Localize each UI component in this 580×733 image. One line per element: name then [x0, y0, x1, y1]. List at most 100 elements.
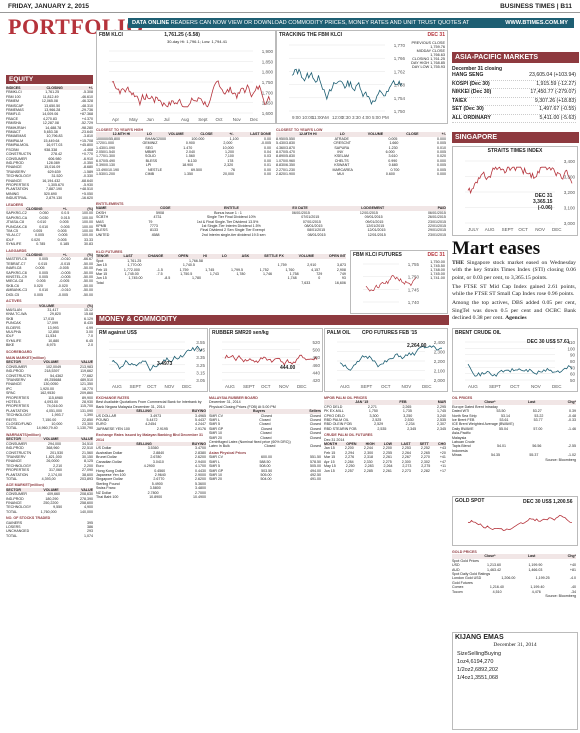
table-cell: London Gold USD [452, 576, 482, 581]
table-row: RBD STEARIN FOB 2,535 2,345 2,345 [324, 427, 446, 431]
table-cell: -4.0 [569, 576, 576, 581]
header-cell: Last [527, 400, 536, 405]
table-cell: 128.089 [46, 160, 60, 165]
table-row: PROPERTIES 317,060 27,090 [6, 468, 93, 472]
table-row: PK EX-MILL 1,750 1,735 1,745 [324, 409, 446, 413]
table-cell: 69.500 [190, 167, 202, 172]
table-row: 8.950/5.550 ATRADE 0.005 0.000 [276, 137, 446, 141]
brent-chart-header: BRENT CRUDE OIL [453, 329, 577, 337]
table-cell: Labuan Crude [452, 440, 475, 445]
table-cell: 0.005 [35, 233, 45, 238]
table-header: SECTOR VOLUME VALUE [6, 360, 93, 365]
brent-chart-box: BRENT CRUDE OIL 110 100 90 80 70 60 50 AUG SEPT O… [452, 328, 578, 392]
header-cell: LO [221, 254, 227, 259]
x-tick-label: Jun [147, 117, 155, 122]
header-cell: PAID [437, 206, 446, 211]
table-cell: 5.430/3.830 [276, 141, 295, 146]
table-row: 4.360/3.870 SAPURA 1.230 0.010 [276, 146, 446, 150]
table-cell: MARCAREA [332, 167, 353, 172]
table-cell: 13,966.28 [44, 108, 61, 113]
table-cell: 2,200 [83, 463, 93, 468]
table-cell: Closed [309, 444, 321, 449]
table-row: Jan 15 1,770.00 1,740.5 1,759 2,910 3,873 [96, 263, 346, 267]
header-cell: SECTOR [6, 360, 21, 365]
table-row: Total 7,633 16,606 [96, 281, 346, 285]
table-cell: 14,960,79.40 [36, 426, 58, 431]
money-commodity-header: MONEY & COMMODITY [96, 315, 449, 325]
header-cell: (%) [87, 303, 93, 308]
rubber-table-date: December 31, 2014 [209, 400, 241, 405]
table-cell: CRESCNT [333, 141, 351, 146]
table-row: SMR L 588.50 578.50 [209, 460, 321, 464]
table-cell: 1,760 [285, 267, 295, 272]
table-cell: DIGI-C5 [6, 292, 20, 297]
table-cell: 2,253 [401, 446, 411, 451]
table-cell: ICE Brent Weighted Average (BWAVE) [452, 422, 514, 427]
table-cell: 1,745 [436, 409, 446, 414]
table-cell: 588.50 [259, 459, 271, 464]
sti-chart-box: STRAITS TIMES INDEX 3,400 3,300 3,200 3,100… [452, 146, 578, 236]
table-row: 5.430/3.830 CRESCNT 1.660 0.005 [276, 141, 446, 145]
table-row: US Dollar 3.5360 3.4700 [96, 446, 206, 450]
table-row: Daily BWAVE 55.04 57.00 -1.46 [452, 427, 576, 431]
table-cell: 7.0 [88, 334, 93, 339]
table-cell: 10.4900 [192, 494, 206, 499]
header-cell: Selling [467, 651, 485, 657]
palm-chart: 2,400 2,300 2,200 2,100 2,000 AUG SEPT OCT NOV DE… [337, 340, 445, 389]
table-cell: 15.12 [84, 307, 93, 312]
tracking-chart-title: TRACKING THE FBM KLCI [279, 32, 343, 38]
brent-unit: US$ [545, 339, 556, 345]
table-cell: SMR 10 [209, 472, 222, 477]
table-row: Hong Kong Dollar 0.4560 0.4430 [96, 469, 206, 473]
table-cell: 11,534 [45, 334, 57, 339]
y-tick-label: 520 [312, 340, 320, 345]
table-cell: PUNCAK [6, 321, 21, 326]
table-row: SMR CV 600.00 551.50 [209, 455, 321, 459]
table-cell: TOTAL [6, 426, 18, 431]
table-row: SMR L Closed Closed [209, 418, 321, 422]
table-cell: -50.00 [82, 288, 93, 293]
stat: DAY LOW 1,755.93 [412, 65, 445, 69]
table-cell: -0.33 [567, 418, 576, 423]
table-row: SKB 17,015 6.129 [6, 317, 93, 321]
table-cell: MASTER-C6 [6, 257, 27, 262]
table-cell: Closed [259, 418, 271, 423]
ribbon-url[interactable]: WWW.BTIMES.COM.MY [505, 20, 568, 26]
table-cell: -1.02 [567, 453, 576, 458]
table-cell: FBMSHA [6, 121, 21, 126]
asia-row: HANG SENG 23,605.04 (+103.94) [452, 72, 576, 81]
table-cell: -46.328 [80, 99, 93, 104]
header-cell: LOW [383, 442, 393, 447]
header-cell: Sellers [309, 409, 321, 414]
table-cell: 08/01/2015 [307, 228, 326, 233]
table-cell: 2,525 [372, 418, 382, 423]
table-cell: 7,150.00 [42, 417, 57, 422]
table-cell: -48.310 [80, 103, 93, 108]
table-cell: 3.0410 [152, 459, 164, 464]
table-cell: 77,682 [82, 373, 93, 378]
table-cell: 8,975 [46, 343, 56, 348]
table-row: FBMPALM 15,449.64 +15.708 [6, 139, 93, 143]
table-cell: 386 [87, 525, 93, 529]
table-cell: -0.005 [59, 279, 70, 284]
table-row: AUD 1,463.42 1,466.03 +81 [452, 568, 576, 572]
table-cell: 2.6200 [195, 455, 206, 460]
y-tick-label: 1,766 [394, 56, 406, 61]
story-p1-text: Singapore stock market eased on Wednesda… [452, 260, 576, 281]
table-row: Australian Dollar 2.8840 2.8380 [96, 451, 206, 455]
table-cell: Mar 15 [96, 272, 108, 277]
x-tick-label: 12:00 [332, 115, 344, 120]
x-tick-label: DEC [552, 384, 562, 389]
table-row: SMR 10 505.00 492.50 [209, 473, 321, 477]
table-row: PROPERTIES 74,016.00 115,700 [6, 404, 93, 408]
table-cell: 2,200 [382, 446, 392, 451]
table-cell: 213,983 [80, 364, 93, 369]
table-cell: 1,355 [470, 675, 485, 681]
laggards-title: LAGGARDS [6, 248, 27, 253]
ribbon-bold: DATA ONLINE [132, 20, 170, 26]
y-tick-label: 110 [568, 340, 576, 345]
table-row: Dated WTI 53.50 53.27 0.39 [452, 409, 576, 413]
tracking-chart-header: TRACKING THE FBM KLCI DEC 31 [277, 31, 447, 39]
table-cell: 2,234 [405, 422, 415, 427]
table-cell: 100.00 [82, 233, 93, 238]
